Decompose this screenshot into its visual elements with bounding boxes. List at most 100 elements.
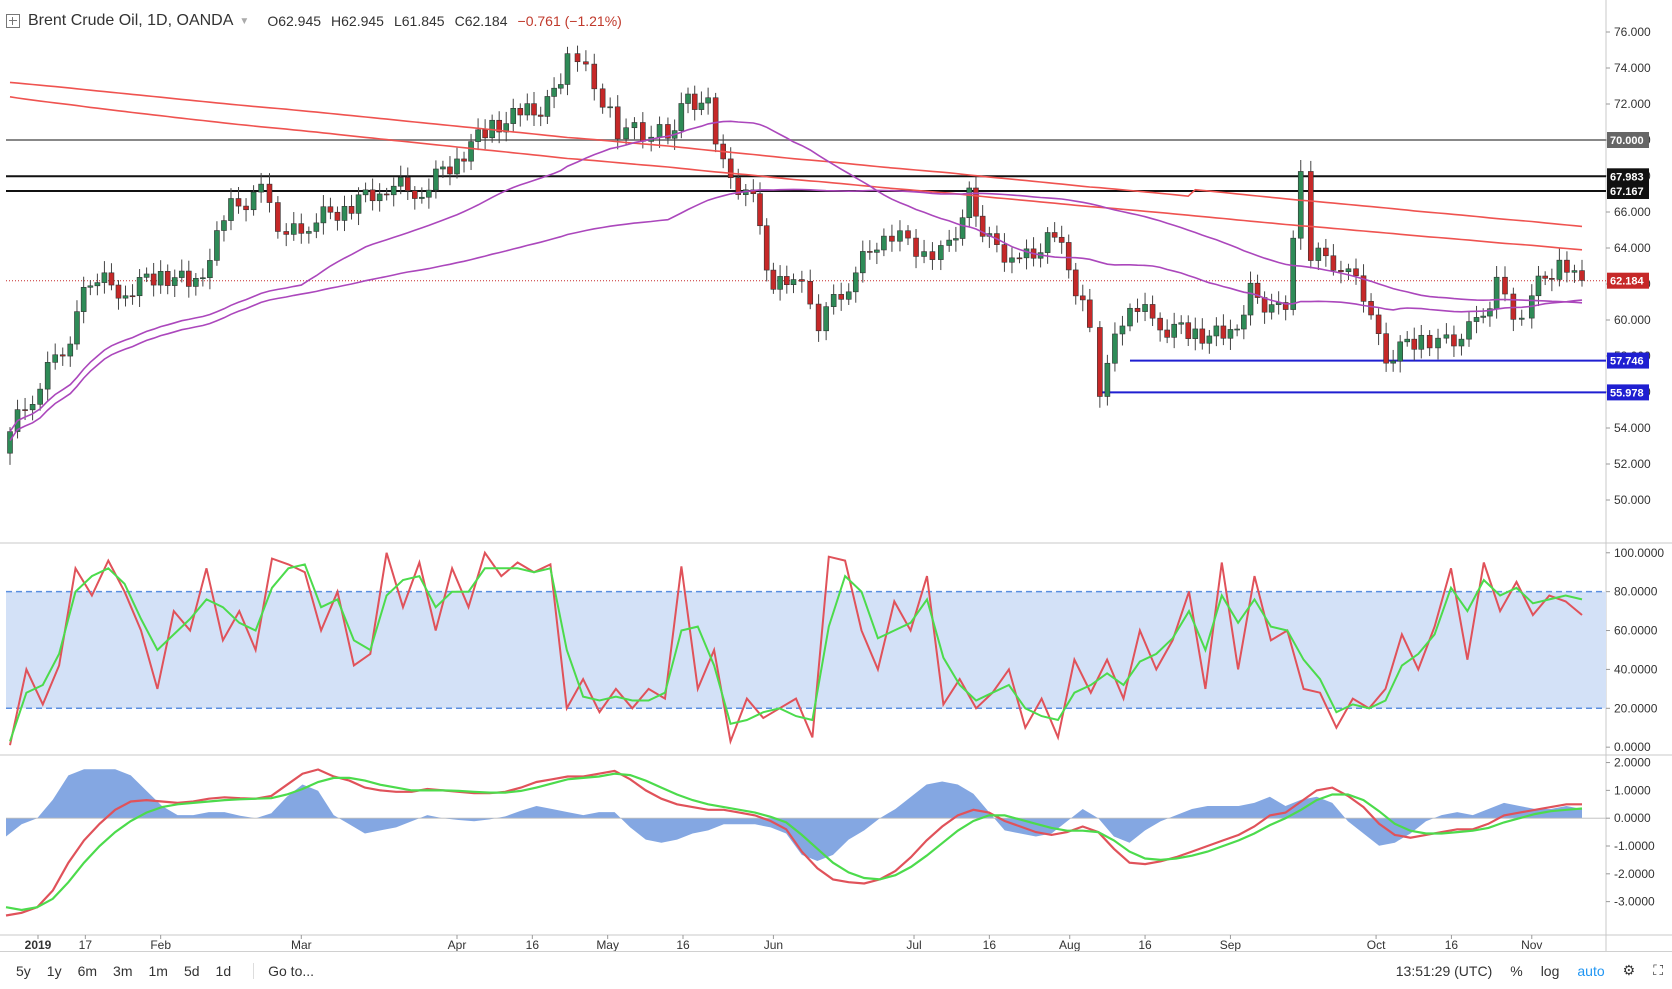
clock-label[interactable]: 13:51:29 (UTC) (1395, 962, 1493, 979)
price-label-text: 70.000 (1610, 135, 1644, 147)
candle-body (790, 279, 797, 286)
candle-body (1338, 270, 1344, 273)
close-value: C62.184 (454, 13, 508, 29)
candle-body (404, 177, 411, 191)
candle-body (1502, 276, 1508, 295)
candle-body (362, 189, 369, 196)
candle-body (1079, 295, 1086, 301)
candle-body (1493, 276, 1500, 310)
price-label-box (1607, 132, 1649, 148)
candle-body (1375, 314, 1382, 334)
candle-body (685, 93, 691, 104)
fullscreen-icon[interactable]: ⛶ (1653, 962, 1663, 978)
candle-body (623, 127, 629, 140)
candle-body (1383, 333, 1389, 364)
log-toggle[interactable]: log (1540, 962, 1560, 979)
candle-body (1282, 302, 1289, 310)
candle-body (1087, 299, 1093, 328)
high-value: H62.945 (331, 13, 384, 29)
candle-body (777, 276, 783, 290)
price-tick-label: 54.000 (1614, 421, 1651, 435)
collapse-icon[interactable] (6, 14, 20, 28)
price-label-box (1607, 182, 1649, 199)
candle-body (1241, 314, 1247, 330)
candle-body (383, 193, 390, 196)
range-3m-button[interactable]: 3m (113, 962, 133, 979)
moving-average-red-line (9, 81, 1583, 228)
candle-body (1127, 307, 1133, 327)
macd-tick-label: -3.0000 (1614, 895, 1655, 909)
candle-body (250, 191, 257, 211)
range-1d-button[interactable]: 1d (215, 962, 232, 979)
candle-body (763, 225, 770, 271)
candle-body (678, 103, 685, 131)
symbol-title[interactable]: Brent Crude Oil, 1D, OANDA (28, 12, 234, 29)
auto-toggle[interactable]: auto (1577, 962, 1605, 979)
range-1y-button[interactable]: 1y (46, 962, 62, 979)
candle-body (1199, 328, 1206, 344)
range-5y-button[interactable]: 5y (16, 962, 31, 979)
time-tick-label: 16 (983, 938, 997, 951)
candle-body (419, 196, 425, 199)
moving-average-purple-line (9, 120, 1583, 433)
candle-body (953, 238, 959, 241)
range-1m-button[interactable]: 1m (148, 962, 168, 979)
time-tick-label: Feb (150, 938, 171, 951)
candle-body (1023, 248, 1030, 259)
candle-body (1149, 304, 1156, 319)
candle-body (136, 277, 143, 297)
candle-body (830, 294, 837, 307)
candle-body (1119, 325, 1126, 335)
price-tick-label: 64.000 (1614, 241, 1651, 255)
gear-icon[interactable]: ⚙ (1622, 962, 1636, 978)
stochastic-tick-label: 80.0000 (1614, 585, 1658, 599)
candle-body (591, 63, 598, 90)
candle-body (1051, 232, 1058, 238)
candle-body (143, 273, 150, 278)
stochastic-tick-label: 40.0000 (1614, 662, 1658, 676)
candle-body (544, 96, 551, 117)
candle-body (1435, 337, 1441, 349)
candle-body (235, 198, 242, 207)
candle-body (845, 291, 852, 300)
candle-body (1104, 362, 1111, 397)
macd-line (5, 768, 1582, 917)
candle-body (207, 260, 213, 279)
price-label-box (1607, 352, 1649, 369)
price-tick-label: 74.000 (1614, 61, 1651, 75)
macd-tick-label: 0.0000 (1614, 811, 1651, 825)
range-5d-button[interactable]: 5d (183, 962, 200, 979)
goto-button[interactable]: Go to... (253, 962, 314, 979)
candle-body (327, 206, 334, 213)
candle-body (306, 231, 312, 234)
candle-body (59, 354, 66, 357)
chevron-down-icon[interactable]: ▼ (239, 15, 250, 27)
candle-body (889, 235, 895, 242)
candle-body (1390, 360, 1396, 364)
candle-body (1065, 242, 1072, 271)
candle-body (1473, 317, 1480, 322)
time-tick-label: 16 (676, 938, 690, 951)
candle-body (426, 189, 432, 198)
price-label-text: 62.184 (1610, 276, 1645, 288)
candle-body (108, 272, 115, 286)
stochastic-tick-label: 100.0000 (1614, 546, 1664, 560)
candle-body (157, 271, 164, 286)
candle-body (1426, 334, 1433, 349)
candle-body (966, 187, 973, 219)
candle-body (475, 129, 481, 142)
candle-body (178, 270, 185, 278)
price-tick-label: 76.000 (1614, 25, 1651, 39)
candle-body (171, 277, 178, 286)
time-tick-label: Sep (1220, 938, 1242, 951)
candle-body (1268, 304, 1275, 313)
candle-body (1044, 232, 1051, 253)
range-6m-button[interactable]: 6m (77, 962, 98, 979)
candle-body (1157, 317, 1163, 331)
percent-toggle[interactable]: % (1510, 962, 1523, 979)
chart-canvas[interactable]: 76.00074.00072.00070.00068.00066.00064.0… (0, 0, 1672, 952)
candle-body (1220, 325, 1227, 339)
candle-body (1234, 328, 1240, 331)
bottom-toolbar: 5y 1y 6m 3m 1m 5d 1d Go to... 13:51:29 (… (0, 951, 1672, 989)
